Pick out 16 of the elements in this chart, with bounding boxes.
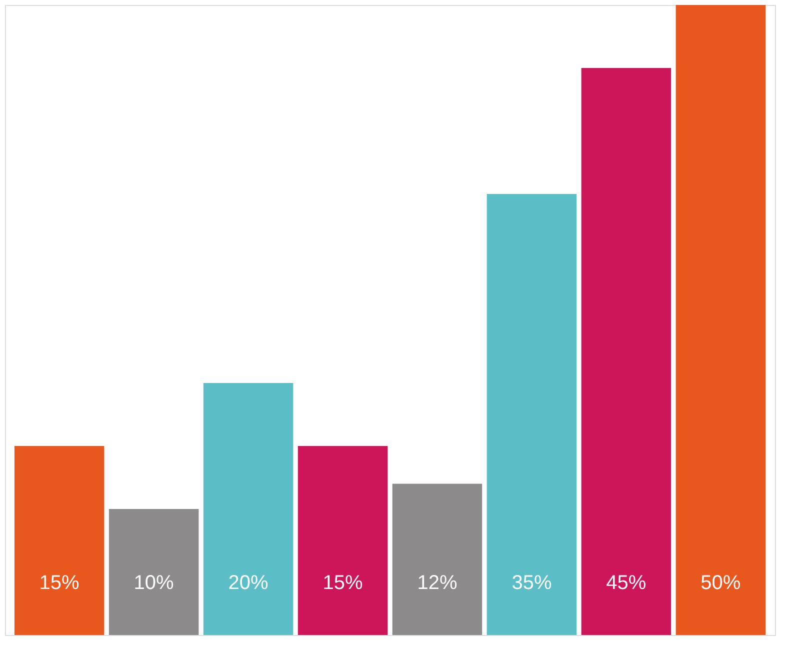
data-label: 20% (228, 572, 269, 594)
data-label: 50% (700, 572, 741, 594)
bar (676, 5, 766, 635)
data-label: 15% (39, 572, 80, 594)
bar (486, 194, 577, 635)
data-label: 45% (606, 572, 646, 594)
bar (203, 383, 294, 635)
bar (392, 484, 482, 635)
bar (298, 446, 388, 635)
bar (581, 68, 672, 635)
data-label: 12% (417, 572, 458, 594)
data-label: 35% (512, 572, 552, 594)
bar (108, 509, 199, 635)
data-label: 10% (134, 572, 174, 594)
data-label: 15% (322, 572, 363, 594)
bar (14, 446, 104, 635)
